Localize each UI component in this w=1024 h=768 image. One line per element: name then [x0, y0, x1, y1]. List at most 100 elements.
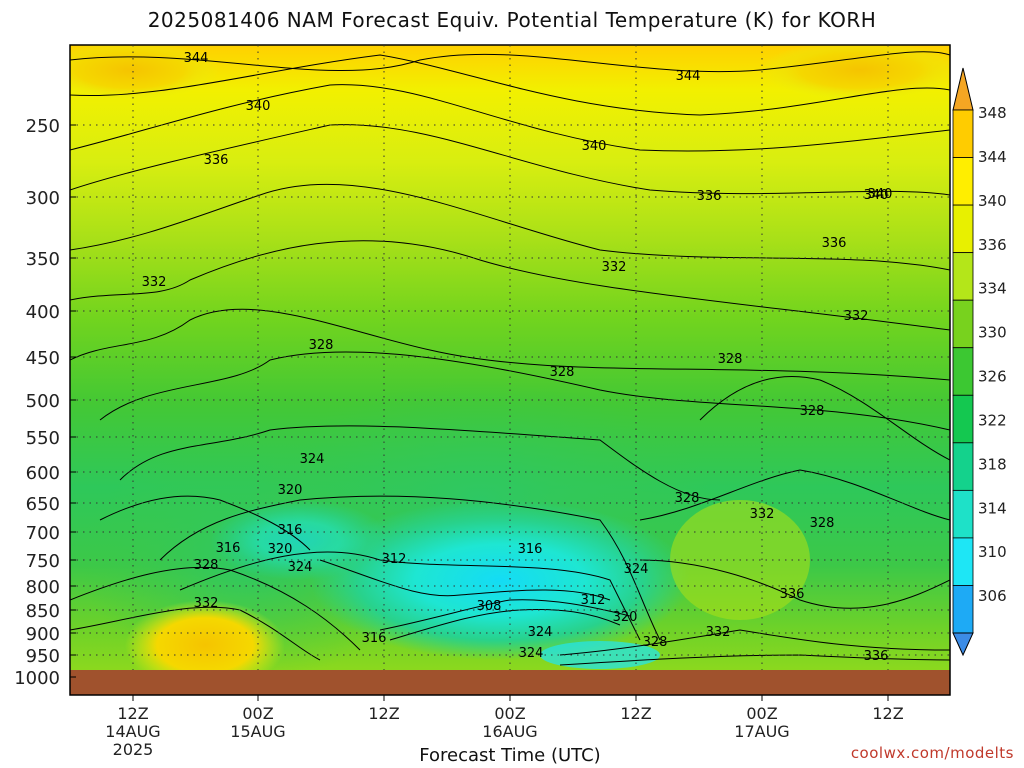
x-tick-label: 12Z [117, 704, 148, 723]
x-axis-title: Forecast Time (UTC) [419, 745, 601, 766]
contour-label: 312 [382, 552, 407, 567]
contour-label: 320 [268, 542, 293, 557]
contour-label: 340 [868, 187, 893, 202]
y-tick-label: 650 [26, 494, 60, 515]
colorbar-band [952, 299, 974, 349]
contour-line [559, 629, 950, 656]
x-tick-label: 15AUG [230, 722, 285, 741]
x-tick-label: 00Z [494, 704, 525, 723]
y-tick-label: 500 [26, 391, 60, 412]
contour-label: 324 [519, 646, 544, 661]
colorbar-label: 334 [978, 280, 1007, 298]
contour-line [699, 375, 950, 461]
contour-label: 336 [780, 587, 805, 602]
colorbar-label: 344 [978, 148, 1007, 166]
y-tick-label: 850 [26, 601, 60, 622]
contour-label: 332 [142, 275, 167, 290]
y-tick-label: 350 [26, 249, 60, 270]
contour-label: 320 [278, 483, 303, 498]
y-tick-label: 600 [26, 463, 60, 484]
contour-line [639, 559, 950, 609]
colorbar-band [952, 347, 974, 396]
contour-label: 332 [750, 507, 775, 522]
y-tick-label: 1000 [14, 668, 60, 689]
colorbar-band [952, 204, 974, 254]
colorbar-label: 310 [978, 543, 1007, 561]
x-tick-label: 17AUG [734, 722, 789, 741]
x-tick-label: 00Z [746, 704, 777, 723]
contour-label: 336 [697, 189, 722, 204]
contour-label: 340 [246, 99, 271, 114]
contour-label: 336 [822, 236, 847, 251]
contour-label: 328 [643, 635, 668, 650]
x-tick-label: 14AUG [105, 722, 160, 741]
contour-label: 312 [581, 593, 606, 608]
colorbar-band [952, 157, 974, 206]
y-tick-label: 900 [26, 624, 60, 645]
contour-line [70, 54, 950, 116]
colorbar-label: 318 [978, 455, 1007, 473]
contour-label: 344 [184, 51, 209, 66]
colorbar-label: 330 [978, 324, 1007, 342]
contour-label: 328 [309, 338, 334, 353]
colorbar-label: 326 [978, 368, 1007, 386]
colorbar-label: 306 [978, 587, 1007, 605]
contour-label: 324 [288, 560, 313, 575]
contour-label: 328 [800, 404, 825, 419]
contour-label: 308 [477, 599, 502, 614]
y-tick-label: 950 [26, 646, 60, 667]
contour-line [70, 51, 950, 73]
colorbar-band [952, 442, 974, 491]
gridlines [70, 45, 950, 670]
x-tick-label: 12Z [620, 704, 651, 723]
contour-label: 328 [810, 516, 835, 531]
colorbar-band [952, 109, 974, 158]
contour-label: 328 [675, 491, 700, 506]
contour-line [159, 495, 661, 641]
contour-line [70, 240, 950, 331]
contour-line [99, 351, 950, 431]
colorbar: 348 344 340 336 334 330 326 322 318 314 310 306 [952, 67, 1007, 657]
x-tick-label: 16AUG [482, 722, 537, 741]
y-tick-label: 800 [26, 577, 60, 598]
contour-label: 324 [528, 625, 553, 640]
colorbar-label: 322 [978, 411, 1007, 429]
x-tick-label: 12Z [368, 704, 399, 723]
contour-label: 328 [550, 365, 575, 380]
contour-label: 324 [300, 452, 325, 467]
contour-label: 332 [844, 309, 869, 324]
contour-line [70, 308, 950, 381]
colorbar-label: 348 [978, 104, 1007, 122]
colorbar-band [952, 394, 974, 444]
colorbar-band [952, 585, 974, 634]
contour-line [70, 606, 321, 661]
x-tick-label: 2025 [113, 740, 154, 759]
contour-label: 320 [613, 610, 638, 625]
colorbar-label: 314 [978, 499, 1007, 517]
contour-line [319, 559, 611, 601]
y-tick-label: 450 [26, 348, 60, 369]
contour-line [639, 469, 950, 521]
contour-label: 316 [278, 523, 303, 538]
colorbar-top-arrow [952, 67, 974, 111]
contour-label: 332 [602, 260, 627, 275]
y-tick-label: 550 [26, 428, 60, 449]
chart-title: 2025081406 NAM Forecast Equiv. Potential… [147, 8, 877, 32]
contour-label: 328 [718, 352, 743, 367]
contour-label: 324 [624, 562, 649, 577]
contour-label: 316 [216, 541, 241, 556]
field [70, 45, 950, 695]
colorbar-band [952, 489, 974, 539]
contour-line [99, 495, 311, 551]
x-tick-label: 00Z [242, 704, 273, 723]
contour-label: 340 [582, 139, 607, 154]
surface-band [70, 670, 950, 695]
contour-label: 332 [194, 596, 219, 611]
y-tick-label: 400 [26, 302, 60, 323]
contour-line [379, 599, 631, 631]
contour-label: 332 [706, 625, 731, 640]
colorbar-label: 336 [978, 236, 1007, 254]
contour-label: 316 [518, 542, 543, 557]
